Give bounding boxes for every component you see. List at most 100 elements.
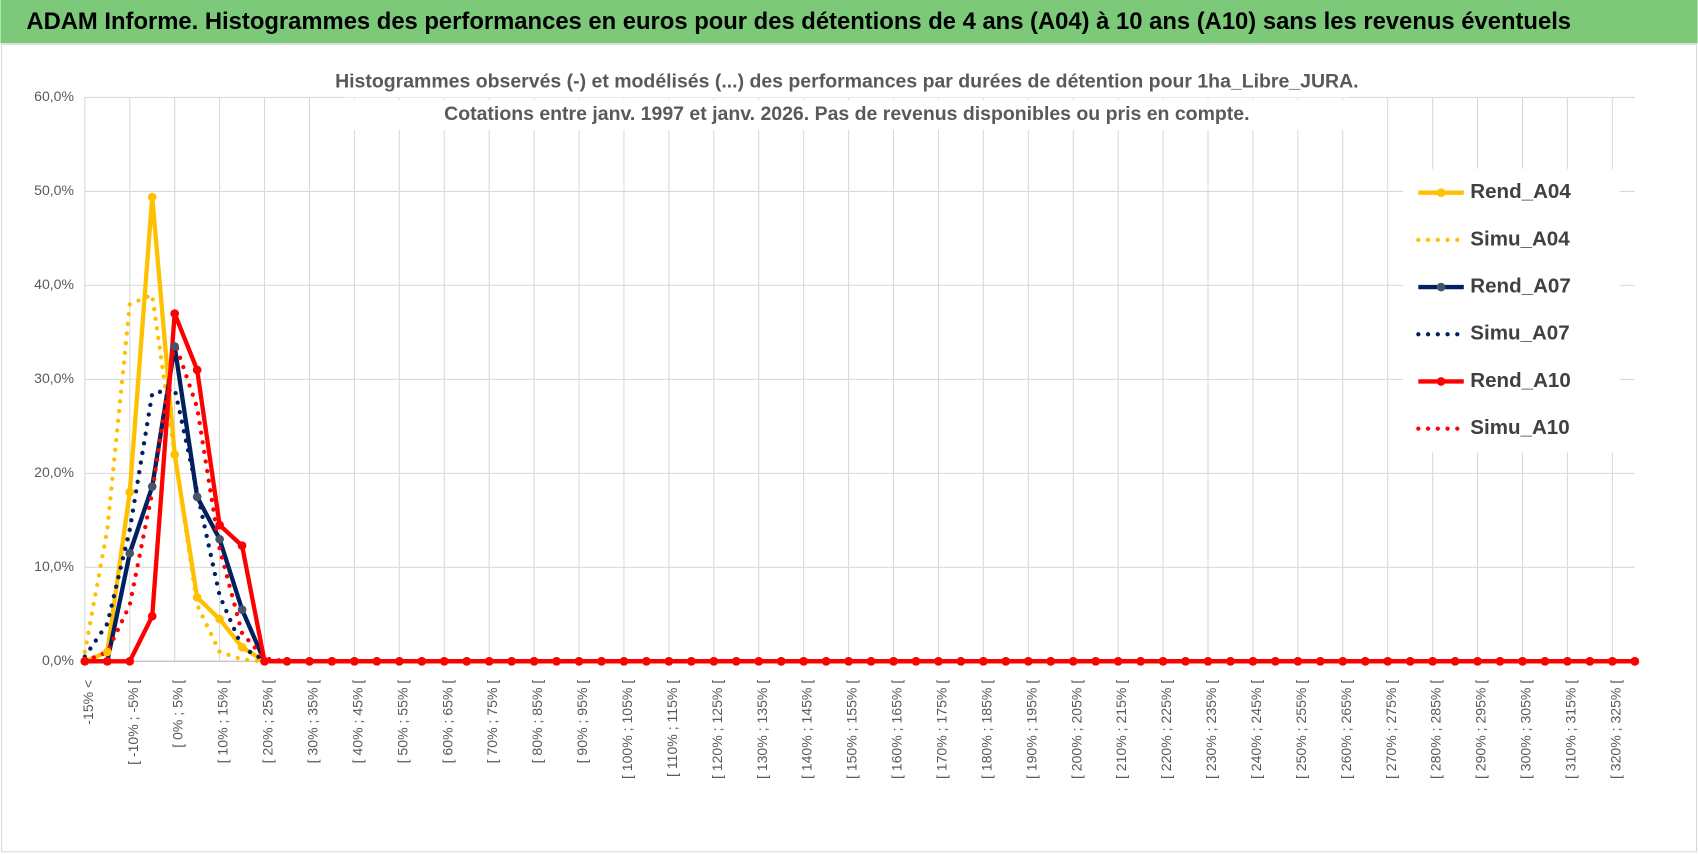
x-tick-label: [ 170% ; 175% [ bbox=[933, 680, 949, 779]
data-point bbox=[215, 534, 224, 544]
chart-border bbox=[0, 43, 1698, 853]
x-tick-label: [ 90% ; 95% [ bbox=[574, 680, 590, 764]
x-tick-label: [ 40% ; 45% [ bbox=[349, 680, 365, 764]
data-point bbox=[529, 657, 539, 666]
data-point bbox=[260, 657, 269, 666]
header-bar bbox=[0, 0, 1698, 44]
y-tick-label: 30,0% bbox=[34, 370, 74, 386]
x-tick-label: [ 230% ; 235% [ bbox=[1203, 680, 1219, 779]
x-tick-label: [ 190% ; 195% [ bbox=[1023, 680, 1039, 779]
data-point bbox=[327, 657, 337, 666]
data-point bbox=[372, 657, 382, 666]
x-tick-label: [ 30% ; 35% [ bbox=[305, 680, 321, 764]
data-point bbox=[237, 605, 247, 614]
x-tick-label: [ 200% ; 205% [ bbox=[1068, 680, 1084, 779]
x-tick-label: [ 140% ; 145% [ bbox=[799, 680, 815, 779]
data-point bbox=[709, 657, 719, 666]
x-tick-label: [ 320% ; 325% [ bbox=[1607, 680, 1623, 779]
data-point bbox=[1091, 657, 1101, 666]
data-point bbox=[574, 657, 584, 666]
data-point bbox=[1046, 657, 1056, 666]
data-point bbox=[192, 492, 202, 502]
legend-label: Simu_A10 bbox=[1470, 416, 1569, 439]
x-tick-label: [ 300% ; 305% [ bbox=[1518, 680, 1534, 779]
data-point bbox=[305, 657, 314, 666]
data-point bbox=[844, 657, 853, 666]
chart-title: Cotations entre janv. 1997 et janv. 2026… bbox=[444, 103, 1249, 125]
legend-marker bbox=[1436, 282, 1446, 292]
data-point bbox=[170, 342, 180, 351]
x-tick-label: [ 210% ; 215% [ bbox=[1113, 680, 1129, 779]
data-point bbox=[215, 520, 224, 530]
data-point bbox=[1315, 657, 1325, 666]
series-line bbox=[84, 311, 1635, 664]
data-point bbox=[1248, 657, 1258, 666]
data-point bbox=[237, 541, 247, 551]
data-point bbox=[956, 657, 966, 666]
data-point bbox=[147, 482, 157, 491]
y-tick-label: 40,0% bbox=[34, 276, 74, 292]
data-point bbox=[125, 657, 135, 666]
data-point bbox=[1226, 657, 1235, 666]
x-tick-label: [ 50% ; 55% [ bbox=[394, 680, 410, 764]
data-point bbox=[192, 365, 202, 375]
data-point bbox=[237, 642, 247, 652]
data-point bbox=[597, 657, 606, 666]
data-point bbox=[1585, 657, 1595, 666]
x-tick-label: [ 0% ; 5% [ bbox=[170, 680, 186, 748]
x-tick-label: [ 220% ; 225% [ bbox=[1158, 680, 1174, 779]
x-tick-label: [ 180% ; 185% [ bbox=[978, 680, 994, 779]
data-point bbox=[911, 657, 921, 666]
data-point bbox=[1203, 657, 1213, 666]
data-point bbox=[1068, 657, 1078, 666]
data-point bbox=[170, 309, 180, 318]
data-point bbox=[619, 657, 629, 666]
data-point bbox=[866, 657, 876, 666]
x-tick-label: [ 130% ; 135% [ bbox=[754, 680, 770, 779]
data-point bbox=[1473, 657, 1482, 666]
x-tick-label: [ 70% ; 75% [ bbox=[484, 680, 500, 764]
data-point bbox=[1518, 657, 1527, 666]
data-point bbox=[776, 657, 786, 666]
x-tick-label: [ 100% ; 105% [ bbox=[619, 680, 635, 779]
data-point bbox=[1113, 657, 1123, 666]
data-point bbox=[282, 657, 292, 666]
x-tick-label: [ 260% ; 265% [ bbox=[1338, 680, 1354, 779]
data-point bbox=[192, 593, 202, 602]
data-point bbox=[754, 657, 764, 666]
data-point bbox=[1428, 657, 1437, 666]
data-point bbox=[1360, 657, 1370, 666]
data-point bbox=[125, 548, 135, 558]
data-point bbox=[1023, 657, 1033, 666]
data-point bbox=[1001, 657, 1011, 666]
data-point bbox=[1540, 657, 1550, 666]
data-point bbox=[1158, 657, 1168, 666]
data-point bbox=[1495, 657, 1505, 666]
data-point bbox=[417, 657, 427, 666]
x-tick-label: [ 60% ; 65% [ bbox=[439, 680, 455, 764]
header-title: ADAM Informe. Histogrammes des performan… bbox=[26, 8, 1571, 35]
y-tick-label: 50,0% bbox=[34, 182, 74, 198]
data-point bbox=[147, 611, 157, 621]
data-point bbox=[1136, 657, 1145, 666]
legend-label: Rend_A10 bbox=[1470, 369, 1571, 392]
data-point bbox=[439, 657, 449, 666]
x-tick-label: -15% < bbox=[80, 680, 96, 725]
x-tick-label: [ 120% ; 125% [ bbox=[709, 680, 725, 779]
x-tick-label: [ 20% ; 25% [ bbox=[260, 680, 276, 764]
data-point bbox=[642, 657, 651, 666]
legend-label: Rend_A07 bbox=[1470, 274, 1571, 297]
data-point bbox=[664, 657, 674, 666]
x-tick-label: [ 290% ; 295% [ bbox=[1473, 680, 1489, 779]
data-point bbox=[102, 657, 112, 666]
x-tick-label: [ 310% ; 315% [ bbox=[1562, 680, 1578, 779]
x-tick-label: [ 270% ; 275% [ bbox=[1383, 680, 1399, 779]
data-point bbox=[1293, 657, 1303, 666]
data-point bbox=[1563, 657, 1572, 666]
data-point bbox=[979, 657, 988, 666]
x-tick-label: [ 280% ; 285% [ bbox=[1428, 680, 1444, 779]
data-point bbox=[1630, 657, 1640, 666]
x-tick-label: [ 240% ; 245% [ bbox=[1248, 680, 1264, 779]
data-point bbox=[462, 657, 472, 666]
